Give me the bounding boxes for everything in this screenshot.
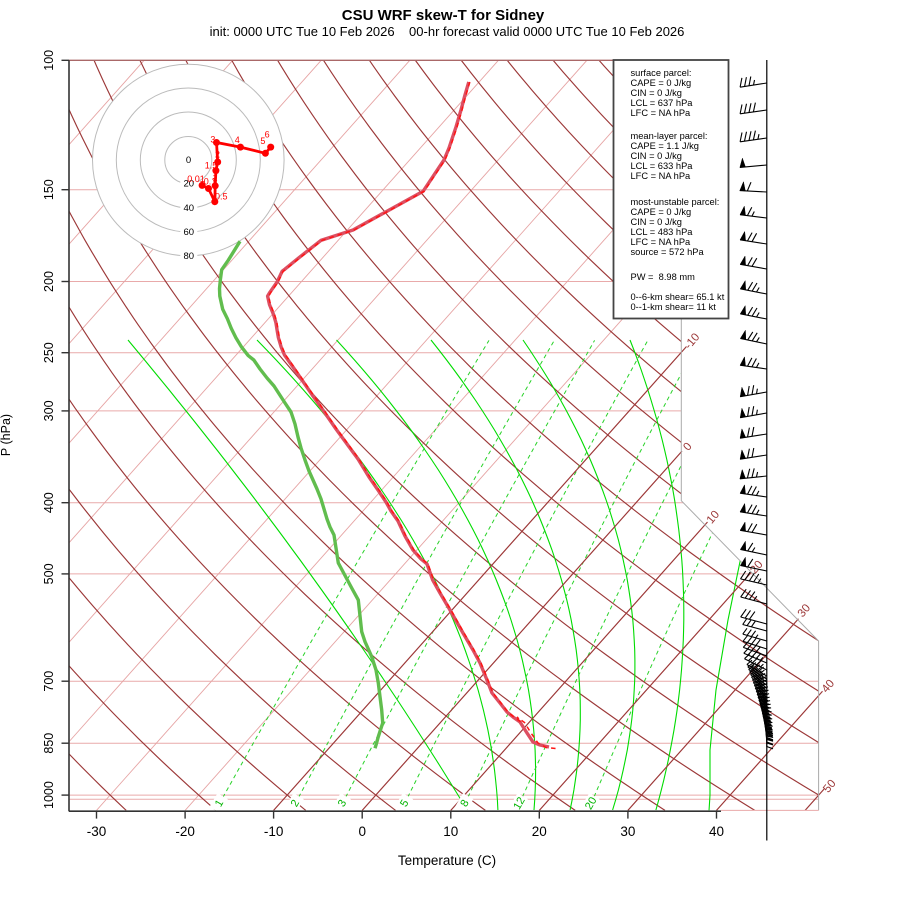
svg-text:source = 572 hPa: source = 572 hPa — [631, 247, 705, 257]
svg-text:20: 20 — [532, 824, 547, 839]
svg-text:0.01: 0.01 — [187, 174, 205, 184]
svg-text:PW = 8.98 mm: PW = 8.98 mm — [631, 272, 696, 282]
svg-text:300: 300 — [42, 400, 56, 421]
svg-text:40: 40 — [709, 824, 724, 839]
svg-text:1: 1 — [212, 173, 217, 183]
svg-text:0--6-km shear= 65.1 kt: 0--6-km shear= 65.1 kt — [631, 292, 725, 302]
svg-text:LFC = NA hPa: LFC = NA hPa — [631, 237, 692, 247]
svg-text:0--1-km shear= 11 kt: 0--1-km shear= 11 kt — [631, 302, 717, 312]
svg-text:CAPE = 0 J/kg: CAPE = 0 J/kg — [631, 207, 692, 217]
svg-text:CIN = 0 J/kg: CIN = 0 J/kg — [631, 88, 682, 98]
svg-text:700: 700 — [42, 671, 56, 692]
svg-text:-10: -10 — [264, 824, 284, 839]
svg-text:surface parcel:: surface parcel: — [631, 68, 692, 78]
svg-text:1.5: 1.5 — [205, 161, 218, 171]
svg-text:Temperature (C): Temperature (C) — [398, 853, 496, 868]
svg-text:LCL = 633 hPa: LCL = 633 hPa — [631, 161, 694, 171]
svg-text:CAPE = 0 J/kg: CAPE = 0 J/kg — [631, 78, 692, 88]
svg-text:CIN = 0 J/kg: CIN = 0 J/kg — [631, 217, 682, 227]
svg-text:init: 0000 UTC Tue 10 Feb 2026: init: 0000 UTC Tue 10 Feb 2026 00-hr for… — [210, 24, 685, 39]
svg-text:10: 10 — [443, 824, 458, 839]
svg-text:40: 40 — [184, 203, 195, 214]
svg-text:250: 250 — [42, 342, 56, 363]
svg-text:LFC = NA hPa: LFC = NA hPa — [631, 108, 692, 118]
svg-text:3: 3 — [210, 135, 215, 145]
svg-text:CSU WRF skew-T for Sidney: CSU WRF skew-T for Sidney — [342, 7, 545, 24]
svg-text:150: 150 — [42, 179, 56, 200]
svg-text:CIN = 0 J/kg: CIN = 0 J/kg — [631, 151, 682, 161]
svg-text:400: 400 — [42, 492, 56, 513]
svg-text:-30: -30 — [87, 824, 107, 839]
svg-text:1000: 1000 — [42, 781, 56, 809]
svg-text:2: 2 — [215, 150, 220, 160]
svg-text:0: 0 — [186, 155, 191, 166]
svg-text:LCL = 637 hPa: LCL = 637 hPa — [631, 98, 694, 108]
svg-text:60: 60 — [184, 227, 195, 238]
svg-text:-20: -20 — [175, 824, 195, 839]
svg-text:6: 6 — [265, 129, 270, 139]
svg-text:LCL = 483 hPa: LCL = 483 hPa — [631, 227, 694, 237]
svg-text:850: 850 — [42, 733, 56, 754]
svg-text:500: 500 — [42, 563, 56, 584]
svg-text:mean-layer parcel:: mean-layer parcel: — [631, 131, 708, 141]
svg-text:most-unstable parcel:: most-unstable parcel: — [631, 197, 720, 207]
svg-text:LFC = NA hPa: LFC = NA hPa — [631, 171, 692, 181]
svg-text:P (hPa): P (hPa) — [0, 414, 13, 456]
svg-text:100: 100 — [42, 50, 56, 71]
svg-text:CAPE = 1.1 J/kg: CAPE = 1.1 J/kg — [631, 141, 699, 151]
svg-text:4: 4 — [235, 135, 240, 145]
svg-text:200: 200 — [42, 271, 56, 292]
svg-text:80: 80 — [184, 251, 195, 262]
svg-text:30: 30 — [620, 824, 635, 839]
svg-text:0.5: 0.5 — [215, 192, 228, 202]
svg-text:0: 0 — [358, 824, 366, 839]
